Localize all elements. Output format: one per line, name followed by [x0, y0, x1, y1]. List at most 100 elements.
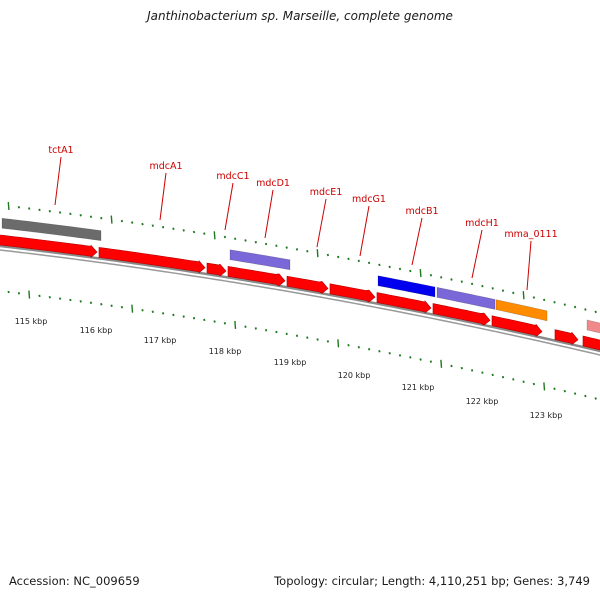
- upper-ruler-minor-tick: [470, 282, 474, 286]
- upper-ruler-minor-tick: [512, 291, 515, 295]
- upper-ruler-minor-tick: [234, 237, 237, 240]
- lower-ruler-minor-tick: [213, 320, 216, 323]
- gene-label: mdcC1: [216, 171, 249, 182]
- gene-label: mdcA1: [149, 161, 182, 172]
- lower-ruler-minor-tick: [450, 364, 453, 368]
- forward-gene-8: [432, 303, 491, 326]
- upper-ruler-minor-tick: [306, 250, 309, 253]
- lower-ruler-minor-tick: [7, 290, 10, 294]
- upper-ruler-minor-tick: [131, 221, 134, 224]
- upper-ruler-minor-tick: [532, 296, 536, 299]
- upper-ruler-minor-tick: [326, 253, 330, 257]
- upper-ruler-minor-tick: [100, 216, 103, 220]
- gene-label: mdcE1: [310, 187, 343, 198]
- upper-ruler-minor-tick: [429, 273, 433, 277]
- upper-ruler-minor-tick: [182, 229, 185, 232]
- upper-ruler-minor-tick: [584, 308, 587, 311]
- upper-ruler-minor-tick: [69, 212, 72, 216]
- lower-ruler-minor-tick: [409, 356, 412, 359]
- upper-ruler-minor-tick: [543, 298, 546, 302]
- upper-ruler-minor-tick: [501, 289, 505, 292]
- lower-ruler-minor-tick: [429, 360, 433, 363]
- gene-label-leader: [159, 172, 167, 221]
- lower-ruler-minor-tick: [285, 332, 288, 336]
- upper-ruler-minor-tick: [594, 310, 597, 314]
- lower-ruler-major-tick: [131, 304, 134, 313]
- kbp-label: 117 kbp: [144, 336, 177, 345]
- forward-gene-10: [554, 329, 579, 345]
- forward-gene-5: [286, 275, 329, 294]
- lower-ruler-minor-tick: [17, 292, 21, 295]
- upper-ruler-minor-tick: [378, 263, 381, 267]
- upper-ruler-minor-tick: [17, 206, 21, 209]
- topology-summary-text: Topology: circular; Length: 4,110,251 bp…: [274, 574, 590, 588]
- forward-gene-2: [98, 247, 206, 274]
- lower-ruler-minor-tick: [398, 354, 402, 357]
- gene-label: mdcB1: [405, 206, 438, 217]
- reverse-feature-orange: [495, 299, 548, 322]
- gene-label: mdcD1: [256, 178, 290, 189]
- reverse-feature-gray: [1, 217, 102, 241]
- forward-gene-4: [227, 266, 286, 287]
- gene-label-leader: [224, 182, 234, 231]
- kbp-label: 119 kbp: [274, 358, 307, 367]
- lower-ruler-minor-tick: [326, 340, 330, 343]
- lower-ruler-minor-tick: [563, 389, 566, 393]
- upper-ruler-minor-tick: [141, 222, 144, 226]
- lower-ruler-minor-tick: [89, 301, 93, 305]
- lower-ruler-major-tick: [234, 320, 237, 329]
- lower-ruler-minor-tick: [254, 327, 257, 330]
- lower-ruler-minor-tick: [264, 328, 268, 332]
- upper-ruler-minor-tick: [275, 244, 278, 248]
- gene-label-leader: [471, 229, 483, 279]
- upper-ruler-minor-tick: [388, 265, 391, 269]
- lower-ruler-minor-tick: [38, 294, 41, 298]
- upper-ruler-minor-tick: [367, 261, 371, 265]
- gene-label-leader: [264, 189, 274, 239]
- lower-ruler-minor-tick: [161, 312, 165, 315]
- lower-ruler-minor-tick: [69, 298, 72, 302]
- accession-text: Accession: NC_009659: [9, 574, 140, 588]
- lower-ruler-minor-tick: [306, 336, 309, 339]
- upper-ruler-minor-tick: [58, 211, 62, 214]
- upper-ruler-minor-tick: [440, 276, 443, 279]
- gene-label-leader: [54, 156, 62, 206]
- lower-ruler-minor-tick: [182, 315, 185, 318]
- lower-ruler-minor-tick: [100, 302, 103, 306]
- lower-ruler-minor-tick: [192, 316, 196, 320]
- upper-ruler-minor-tick: [285, 246, 288, 249]
- lower-ruler-minor-tick: [203, 318, 206, 322]
- upper-ruler-minor-tick: [120, 219, 124, 223]
- lower-ruler-minor-tick: [151, 310, 154, 314]
- lower-ruler-major-tick: [543, 382, 546, 391]
- kbp-label: 120 kbp: [338, 371, 371, 380]
- forward-gene-6: [329, 283, 376, 303]
- reverse-feature-lavender-1: [229, 249, 291, 271]
- kbp-label: 118 kbp: [209, 347, 242, 356]
- lower-ruler-minor-tick: [532, 382, 536, 386]
- upper-ruler-minor-tick: [38, 208, 41, 212]
- lower-ruler-minor-tick: [553, 387, 556, 391]
- lower-ruler-minor-tick: [388, 352, 391, 355]
- upper-ruler-minor-tick: [48, 209, 51, 213]
- tick-layer: [7, 201, 597, 400]
- lower-ruler-major-tick: [440, 359, 443, 368]
- upper-ruler-minor-tick: [337, 255, 340, 259]
- lower-ruler-minor-tick: [120, 305, 124, 309]
- lower-ruler-major-tick: [337, 339, 340, 348]
- upper-ruler-minor-tick: [79, 214, 82, 217]
- lower-ruler-minor-tick: [244, 325, 247, 328]
- label-layer: tctA1 mdcA1 mdcC1 mdcD1 mdcE1 mdcG1 mdcB1 mdcH1…: [15, 145, 563, 420]
- upper-ruler-minor-tick: [347, 257, 350, 261]
- lower-ruler-minor-tick: [58, 297, 62, 300]
- reverse-feature-pink: [586, 319, 600, 334]
- lower-ruler-minor-tick: [491, 373, 494, 377]
- lower-ruler-minor-tick: [110, 304, 113, 307]
- lower-ruler-minor-tick: [481, 371, 484, 374]
- genome-backbone-inner: [0, 249, 600, 356]
- lower-ruler-minor-tick: [172, 313, 175, 317]
- lower-ruler-minor-tick: [470, 369, 474, 372]
- lower-ruler-minor-tick: [501, 375, 505, 379]
- gene-label: mdcH1: [465, 218, 499, 229]
- lower-ruler-minor-tick: [378, 349, 381, 353]
